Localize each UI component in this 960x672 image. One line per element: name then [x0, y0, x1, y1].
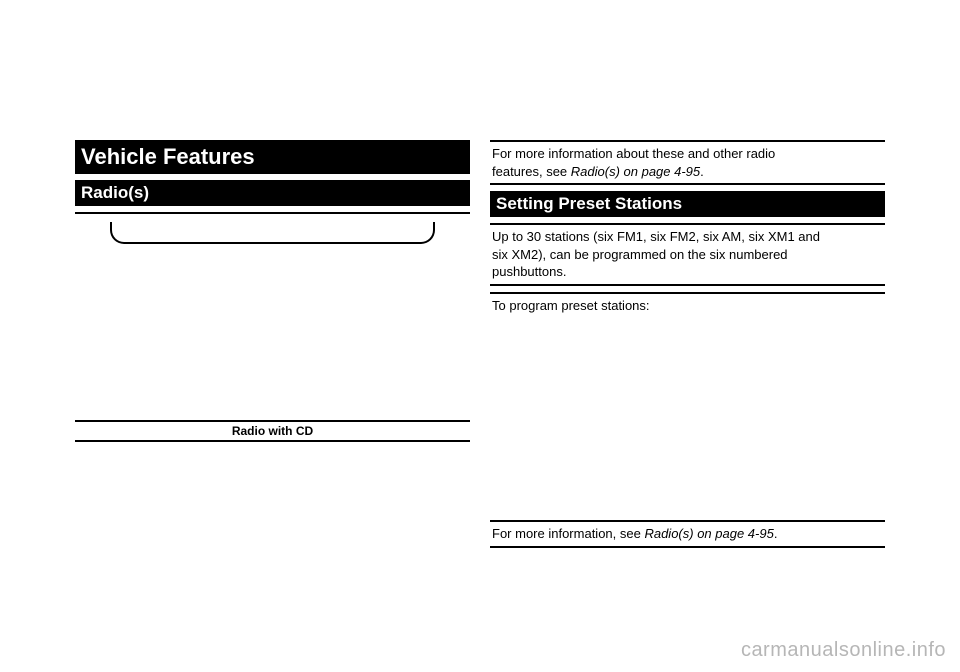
right-column: For more information about these and oth…	[490, 140, 885, 554]
moreinfo-post: .	[774, 526, 778, 541]
program-label: To program preset stations:	[492, 297, 883, 315]
intro-line2: features, see Radio(s) on page 4-95.	[492, 163, 883, 181]
preset-line3: pushbuttons.	[492, 263, 883, 281]
program-label-block: To program preset stations:	[490, 292, 885, 315]
moreinfo-line: For more information, see Radio(s) on pa…	[492, 525, 883, 543]
section-heading-preset: Setting Preset Stations	[490, 191, 885, 217]
preset-block: Up to 30 stations (six FM1, six FM2, six…	[490, 223, 885, 286]
steps-placeholder	[490, 320, 885, 520]
page-content: Vehicle Features Radio(s) Radio with CD …	[75, 140, 885, 554]
cd-slot-outline	[110, 222, 435, 244]
moreinfo-ref: Radio(s) on page 4-95	[644, 526, 773, 541]
radio-illustration	[85, 222, 460, 412]
preset-line1: Up to 30 stations (six FM1, six FM2, six…	[492, 228, 883, 246]
moreinfo-block: For more information, see Radio(s) on pa…	[490, 520, 885, 548]
moreinfo-pre: For more information, see	[492, 526, 644, 541]
intro-line2-post: .	[700, 164, 704, 179]
intro-line2-pre: features, see	[492, 164, 571, 179]
figure-caption: Radio with CD	[75, 420, 470, 442]
radio-figure	[75, 212, 470, 412]
watermark: carmanualsonline.info	[741, 639, 946, 662]
intro-line2-ref: Radio(s) on page 4-95	[571, 164, 700, 179]
left-column: Vehicle Features Radio(s) Radio with CD	[75, 140, 470, 554]
preset-line2: six XM2), can be programmed on the six n…	[492, 246, 883, 264]
section-heading-vehicle-features: Vehicle Features	[75, 140, 470, 174]
intro-line1: For more information about these and oth…	[492, 145, 883, 163]
section-heading-radios: Radio(s)	[75, 180, 470, 206]
intro-block: For more information about these and oth…	[490, 140, 885, 185]
